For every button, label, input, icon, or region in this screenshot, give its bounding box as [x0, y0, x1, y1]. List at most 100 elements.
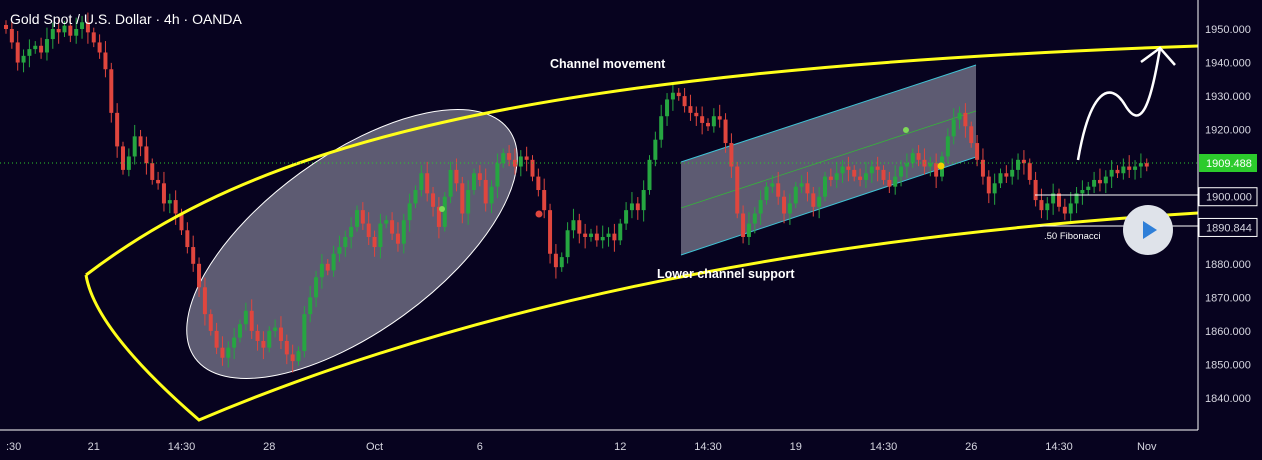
candle: [413, 185, 418, 209]
candle-body: [817, 196, 822, 207]
candle: [1109, 160, 1114, 189]
candle: [232, 327, 237, 360]
candle: [980, 148, 985, 185]
candle: [308, 285, 313, 323]
candle: [846, 156, 851, 182]
candle: [992, 173, 997, 205]
candle-body: [945, 136, 950, 157]
signal-dot-red: [535, 210, 543, 218]
candle: [676, 88, 681, 101]
channel-lower-curve[interactable]: [84, 211, 1199, 422]
time-axis[interactable]: :30 21 14:30 28 Oct 6 12 14:30 19 14:30 26 14:30 Nov: [0, 429, 1198, 453]
candle: [583, 223, 588, 249]
candle: [553, 244, 558, 279]
candle: [27, 39, 32, 68]
candle-body: [1062, 206, 1067, 214]
candle-body: [1109, 169, 1114, 177]
candle-body: [975, 143, 980, 160]
candle: [706, 118, 710, 131]
candle-body: [1010, 169, 1015, 177]
candle-body: [904, 163, 909, 167]
candle: [887, 171, 892, 194]
candle-body: [700, 116, 705, 123]
time-tick-label: 14:30: [1045, 441, 1073, 453]
candle: [565, 222, 570, 264]
price-axis[interactable]: 1950.0001940.0001930.0001920.0001910.000…: [1197, 0, 1262, 430]
price-tick-label: 1950.000: [1205, 24, 1251, 36]
channel-movement-label: Channel movement: [550, 57, 666, 71]
time-tick-label: 14:30: [694, 441, 722, 453]
candle: [74, 17, 79, 44]
yellow-curved-channel[interactable]: [84, 44, 1199, 422]
candle-body: [121, 146, 125, 170]
candle: [600, 225, 605, 249]
candle-body: [360, 210, 365, 224]
candle-body: [442, 196, 447, 227]
candle: [817, 186, 822, 219]
candle: [103, 41, 108, 78]
candle: [167, 193, 172, 214]
play-icon[interactable]: [1143, 221, 1157, 239]
candle: [460, 176, 465, 224]
candle: [805, 171, 810, 202]
candle-body: [963, 112, 968, 127]
candle: [39, 37, 44, 59]
candle-body: [1057, 193, 1061, 207]
time-tick-label: 21: [88, 441, 100, 453]
candle: [548, 203, 553, 264]
candle: [624, 202, 629, 230]
candle: [811, 186, 816, 217]
candle-body: [735, 166, 740, 214]
candle: [735, 161, 740, 219]
candle: [68, 17, 73, 43]
candle: [495, 153, 500, 199]
candle-body: [378, 223, 383, 248]
candle-body: [173, 200, 178, 214]
candle-body: [986, 176, 991, 194]
candle: [296, 346, 301, 366]
candle: [1080, 180, 1085, 205]
candle: [776, 171, 781, 205]
consolidation-ellipse[interactable]: [143, 59, 560, 429]
candle-body: [629, 203, 634, 211]
parallel-channel-bottom: [680, 156, 977, 256]
candle: [331, 245, 336, 277]
candle-body: [688, 106, 693, 113]
candle-body: [179, 213, 184, 231]
candle-body: [565, 230, 570, 258]
candle: [442, 192, 447, 232]
candle: [963, 103, 968, 138]
price-level-tag: [1198, 187, 1258, 207]
candle: [472, 168, 476, 195]
candle-body: [1051, 193, 1056, 204]
parallel-channel-mid: [680, 110, 977, 209]
candle: [395, 222, 400, 252]
candle-body: [267, 330, 272, 348]
candle: [62, 20, 67, 38]
candle: [957, 106, 962, 130]
candle: [606, 227, 611, 247]
candle: [1068, 192, 1073, 222]
price-tick-label: 1840.000: [1205, 393, 1251, 405]
candle-body: [998, 173, 1003, 184]
candle-body: [1080, 190, 1085, 194]
candle: [858, 168, 863, 187]
candle-body: [284, 340, 289, 355]
candle: [840, 160, 845, 183]
candle: [284, 334, 289, 365]
chart-title: Gold Spot / U.S. Dollar · 4h · OANDA: [10, 11, 243, 27]
candle-body: [156, 179, 161, 184]
candle: [267, 326, 272, 353]
candle-body: [1092, 179, 1097, 187]
candle-body: [606, 233, 611, 237]
candle-body: [21, 55, 26, 63]
price-tick-label: 1870.000: [1205, 292, 1251, 304]
channel-upper-curve[interactable]: [85, 44, 1199, 277]
candle: [688, 94, 693, 121]
candle-body: [694, 112, 699, 117]
candle: [226, 341, 231, 368]
play-button[interactable]: [1123, 205, 1173, 255]
candle: [202, 277, 207, 326]
candle: [700, 106, 705, 135]
